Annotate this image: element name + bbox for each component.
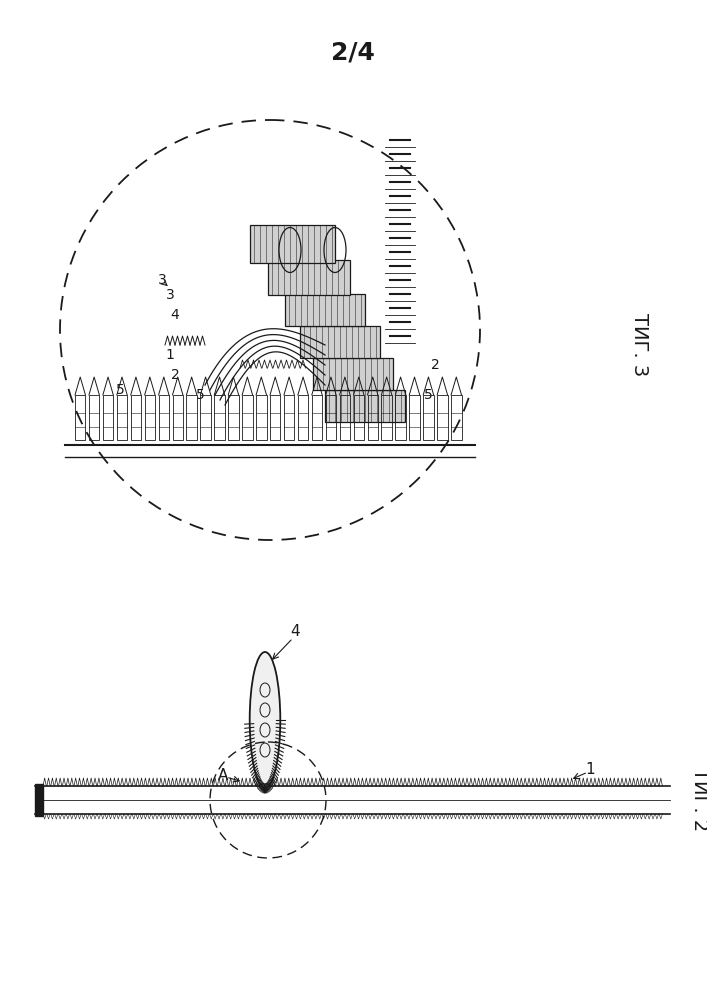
Bar — [395, 395, 406, 440]
Text: 1: 1 — [165, 348, 175, 362]
Text: 5: 5 — [116, 383, 124, 397]
Text: 5: 5 — [423, 388, 433, 402]
Text: 1: 1 — [585, 762, 595, 778]
Bar — [313, 358, 393, 390]
Text: 3: 3 — [158, 273, 166, 287]
Text: ΤИГ. 2: ΤИГ. 2 — [690, 768, 707, 832]
Text: 3: 3 — [165, 288, 175, 302]
Bar — [298, 395, 308, 440]
Bar — [325, 390, 405, 422]
Bar — [75, 395, 86, 440]
Bar — [35, 784, 43, 816]
Bar — [200, 395, 211, 440]
Bar — [326, 395, 336, 440]
Text: 5: 5 — [196, 388, 204, 402]
Bar — [451, 395, 462, 440]
Bar — [354, 395, 364, 440]
Bar — [284, 395, 294, 440]
Text: 4: 4 — [290, 624, 300, 640]
Bar — [228, 395, 239, 440]
Bar — [270, 395, 281, 440]
Bar — [103, 395, 113, 440]
Bar — [187, 395, 197, 440]
Bar — [300, 326, 380, 358]
Text: 2: 2 — [170, 368, 180, 382]
Text: 2: 2 — [431, 358, 439, 372]
Text: ΤИГ. 3: ΤИГ. 3 — [630, 313, 649, 377]
Text: 4: 4 — [170, 308, 180, 322]
Bar — [285, 294, 365, 326]
Bar — [250, 225, 335, 263]
Text: 2/4: 2/4 — [331, 40, 375, 64]
Bar — [214, 395, 225, 440]
Text: A: A — [218, 768, 228, 782]
Bar — [158, 395, 169, 440]
Bar — [339, 395, 350, 440]
Bar — [173, 395, 183, 440]
Bar — [117, 395, 127, 440]
Bar — [89, 395, 100, 440]
Bar — [268, 260, 350, 295]
Bar — [423, 395, 433, 440]
Bar — [368, 395, 378, 440]
Bar — [242, 395, 252, 440]
Bar — [145, 395, 155, 440]
Bar — [312, 395, 322, 440]
Bar — [437, 395, 448, 440]
Bar — [131, 395, 141, 440]
Bar — [382, 395, 392, 440]
Ellipse shape — [250, 652, 280, 788]
Bar — [256, 395, 267, 440]
Bar — [409, 395, 420, 440]
